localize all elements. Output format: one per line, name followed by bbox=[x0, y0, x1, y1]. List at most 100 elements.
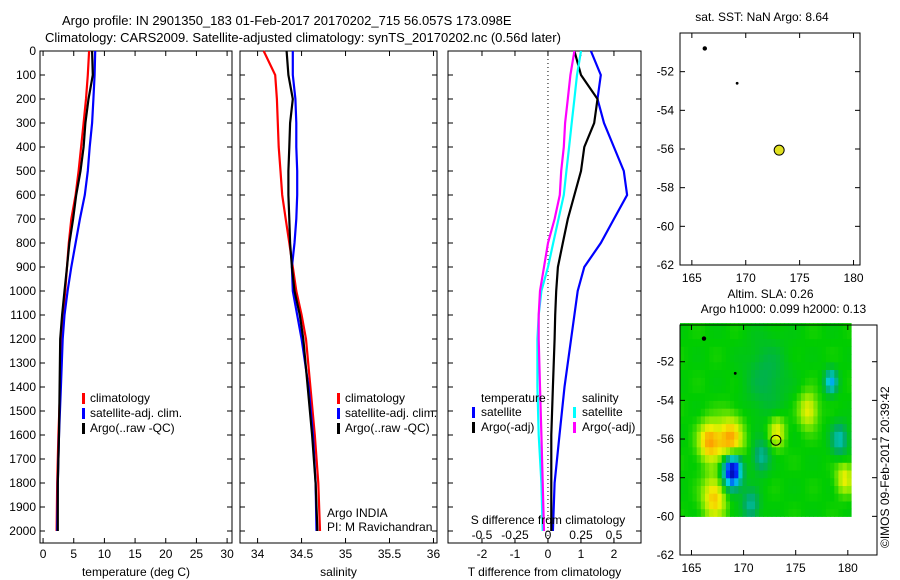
sla-cell bbox=[825, 477, 831, 486]
sla-cell bbox=[775, 423, 781, 432]
sla-cell bbox=[738, 493, 744, 502]
sla-cell bbox=[725, 500, 731, 510]
sla-cell bbox=[750, 446, 756, 456]
sla-cell bbox=[775, 500, 781, 510]
sla-cell bbox=[838, 446, 844, 456]
sla-cell bbox=[796, 323, 802, 332]
sla-cell bbox=[688, 346, 694, 355]
sla-cell bbox=[705, 508, 710, 517]
sla-cell bbox=[821, 346, 827, 355]
sla-cell bbox=[796, 330, 802, 340]
sla-cell bbox=[834, 361, 840, 370]
sla-cell bbox=[692, 400, 698, 409]
sla-cell bbox=[846, 369, 852, 378]
sla-cell bbox=[750, 346, 756, 355]
x-tick-label: 10 bbox=[98, 547, 112, 561]
sla-cell bbox=[780, 400, 785, 409]
sla-cell bbox=[755, 431, 760, 440]
sla-cell bbox=[846, 323, 852, 332]
sla-cell bbox=[696, 439, 702, 448]
sla-cell bbox=[842, 462, 848, 471]
sla-cell bbox=[800, 384, 806, 394]
sla-cell bbox=[721, 377, 727, 386]
sla-cell bbox=[684, 369, 689, 378]
sla-cell bbox=[696, 415, 702, 425]
sla-cell bbox=[792, 423, 798, 432]
sla-cell bbox=[805, 477, 810, 486]
sla-cell bbox=[734, 346, 739, 355]
credit-text: ©IMOS 09-Feb-2017 20:39:42 bbox=[878, 386, 892, 548]
sla-cell bbox=[721, 392, 727, 401]
sla-cell bbox=[842, 423, 848, 432]
sla-cell bbox=[796, 400, 802, 409]
sla-cell bbox=[696, 330, 702, 340]
sla-cell bbox=[784, 493, 789, 502]
x-tick-label: 165 bbox=[682, 271, 702, 285]
sla-cell bbox=[834, 500, 840, 510]
sla-cell bbox=[775, 369, 781, 378]
sla-cell bbox=[742, 323, 748, 332]
sla-cell bbox=[705, 431, 710, 440]
sla-cell bbox=[784, 392, 789, 401]
sla-cell bbox=[830, 423, 835, 432]
sla-cell bbox=[821, 485, 827, 494]
sla-cell bbox=[692, 423, 698, 432]
sla-cell bbox=[730, 361, 735, 370]
sla-cell bbox=[834, 431, 840, 440]
sla-cell bbox=[842, 485, 848, 494]
sla-cell bbox=[713, 408, 719, 417]
sla-cell bbox=[809, 462, 814, 471]
sla-cell bbox=[717, 439, 723, 448]
sla-cell bbox=[771, 323, 777, 332]
sla-cell bbox=[796, 477, 802, 486]
sla-cell bbox=[721, 323, 727, 332]
sla-cell bbox=[763, 485, 769, 494]
legend-swatch bbox=[337, 393, 340, 404]
sla-cell bbox=[680, 454, 685, 463]
sla-cell bbox=[700, 384, 706, 394]
sla-cell bbox=[725, 446, 731, 456]
sla-cell bbox=[788, 346, 794, 355]
sla-cell bbox=[809, 354, 814, 363]
sla-cell bbox=[809, 431, 814, 440]
sla-cell bbox=[796, 346, 802, 355]
sla-cell bbox=[721, 423, 727, 432]
sla-cell bbox=[700, 477, 706, 486]
sla-cell bbox=[813, 454, 819, 463]
sla-cell bbox=[750, 477, 756, 486]
sla-cell bbox=[742, 361, 748, 370]
sla-cell bbox=[713, 323, 719, 332]
sla-cell bbox=[692, 493, 698, 502]
sla-cell bbox=[834, 408, 840, 417]
sla-cell bbox=[825, 400, 831, 409]
sla-cell bbox=[730, 377, 735, 386]
track-point bbox=[735, 81, 739, 85]
sla-cell bbox=[846, 354, 852, 363]
sla-cell bbox=[809, 392, 814, 401]
sla-cell bbox=[842, 508, 848, 517]
sla-cell bbox=[771, 508, 777, 517]
y-tick-label: -56 bbox=[657, 432, 675, 446]
sla-cell bbox=[771, 361, 777, 370]
sla-cell bbox=[775, 439, 781, 448]
sla-cell bbox=[817, 400, 823, 409]
sla-cell bbox=[834, 446, 840, 456]
sla-cell bbox=[680, 423, 685, 432]
sla-cell bbox=[746, 369, 752, 378]
sla-cell bbox=[684, 423, 689, 432]
sla-cell bbox=[730, 477, 735, 486]
sla-cell bbox=[684, 462, 689, 471]
sla-cell bbox=[755, 470, 760, 479]
legend-label: satellite-adj. clim. bbox=[345, 406, 437, 420]
sla-cell bbox=[742, 500, 748, 510]
sla-cell bbox=[705, 330, 710, 340]
sla-cell bbox=[805, 330, 810, 340]
track-point bbox=[733, 371, 737, 375]
sla-cell bbox=[759, 439, 764, 448]
sla-cell bbox=[721, 446, 727, 456]
sla-cell bbox=[705, 369, 710, 378]
sla-cell bbox=[825, 493, 831, 502]
sla-cell bbox=[763, 423, 769, 432]
sla-cell bbox=[738, 454, 744, 463]
sla-cell bbox=[805, 508, 810, 517]
